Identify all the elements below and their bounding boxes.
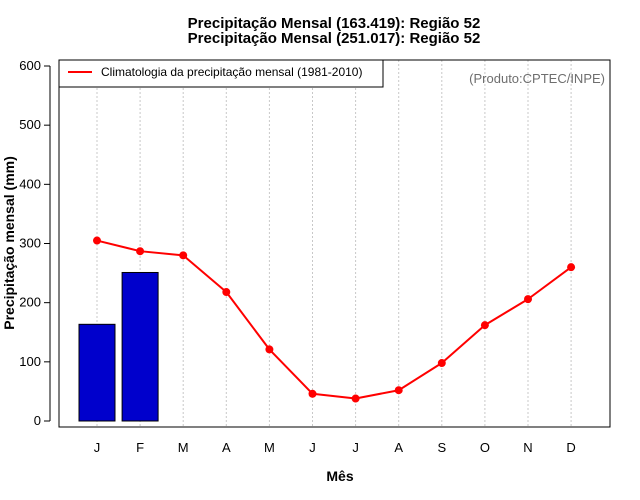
chart-title-line-1: Precipitação Mensal (163.419): Região 52 [188, 15, 481, 32]
x-tick-label: N [523, 440, 532, 455]
chart-title-line-2: Precipitação Mensal (251.017): Região 52 [188, 30, 481, 47]
legend-box [58, 59, 384, 88]
y-axis-label: Precipitação mensal (mm) [1, 156, 17, 330]
x-tick-label: A [222, 440, 231, 455]
y-tick-label: 200 [19, 295, 41, 310]
x-tick-label: M [264, 440, 275, 455]
x-tick-label: M [178, 440, 189, 455]
y-tick-label: 0 [34, 413, 41, 428]
climatology-point [351, 394, 360, 403]
climatology-point [480, 321, 489, 330]
x-tick-label: J [94, 440, 101, 455]
legend: Climatologia da precipitação mensal (198… [58, 59, 384, 88]
precip-bar [121, 271, 159, 422]
y-tick-label: 500 [19, 117, 41, 132]
x-tick-label: O [480, 440, 490, 455]
climatology-line [96, 239, 572, 400]
y-axis: 0 100 200 300 400 500 600 [19, 58, 51, 428]
line-layer [93, 236, 576, 403]
climatology-point [179, 251, 188, 260]
y-tick-label: 600 [19, 58, 41, 73]
x-tick-label: F [136, 440, 144, 455]
climatology-point [308, 389, 317, 398]
climatology-point [222, 288, 231, 297]
y-tick-label: 400 [19, 176, 41, 191]
bar-layer [78, 271, 159, 422]
x-axis-label: Mês [326, 468, 353, 484]
x-tick-label: D [566, 440, 575, 455]
y-tick-label: 300 [19, 236, 41, 251]
y-tick-label: 100 [19, 354, 41, 369]
credit-text: (Produto:CPTEC/INPE) [469, 71, 605, 86]
climatology-point [93, 236, 101, 245]
climatology-point [265, 345, 274, 354]
climatology-point [136, 247, 145, 256]
precip-bar [78, 323, 116, 422]
x-tick-label: A [394, 440, 403, 455]
climatology-point [394, 386, 403, 395]
climatology-point [437, 359, 446, 368]
climatology-point [524, 295, 532, 304]
x-tick-label: J [309, 440, 316, 455]
x-tick-label: S [437, 440, 446, 455]
climatology-point [567, 263, 576, 272]
legend-entry-climatology: Climatologia da precipitação mensal (198… [101, 65, 362, 79]
x-tick-label: J [352, 440, 359, 455]
